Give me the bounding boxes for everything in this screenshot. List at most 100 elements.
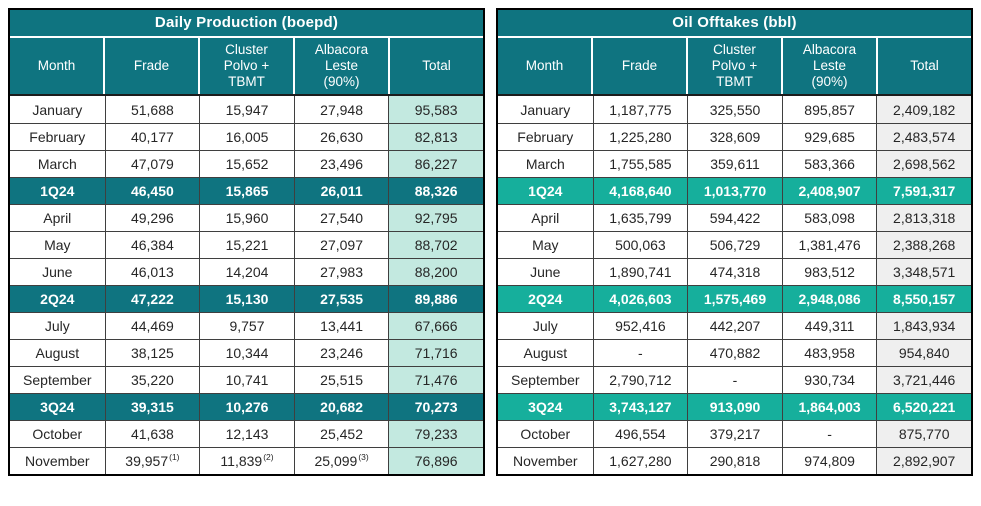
total-cell: 2,483,574 [876,124,971,150]
table-row: April 49,296 15,960 27,540 92,795 [10,204,483,231]
value-cell: 2,408,907 [781,178,877,204]
value-cell: 1,013,770 [687,178,782,204]
column-header-cluster-polvo-tbmt: Cluster Polvo + TBMT [200,38,293,94]
month-cell: May [498,232,593,258]
total-cell: 76,896 [388,448,483,474]
total-cell: 1,843,934 [876,313,971,339]
month-cell: 2Q24 [10,286,105,312]
month-cell: 1Q24 [10,178,105,204]
value-cell: 13,441 [293,313,389,339]
value-cell: 496,554 [592,421,688,447]
column-header-month: Month [10,38,103,94]
quarter-row: 3Q24 39,315 10,276 20,682 70,273 [10,393,483,420]
column-header-cluster-polvo-tbmt: Cluster Polvo + TBMT [688,38,781,94]
value-cell: 25,452 [293,421,389,447]
table-row: January 1,187,775 325,550 895,857 2,409,182 [498,96,971,123]
table-row: February 1,225,280 328,609 929,685 2,483,574 [498,123,971,150]
value-cell: 39,957 (1) [104,448,200,474]
month-cell: November [10,448,105,474]
value-cell: 23,246 [293,340,389,366]
column-header-total: Total [390,38,483,94]
table-row: November 39,957 (1) 11,839 (2) 25,099 (3) 76,89… [10,447,483,474]
total-cell: 2,698,562 [876,151,971,177]
total-cell: 82,813 [388,124,483,150]
total-cell: 67,666 [388,313,483,339]
value-cell: 929,685 [781,124,877,150]
table-header: Month Frade Cluster Polvo + TBMT Albacor… [10,38,483,94]
table-row: June 1,890,741 474,318 983,512 3,348,571 [498,258,971,285]
total-cell: 88,200 [388,259,483,285]
value-cell: 4,026,603 [592,286,688,312]
total-cell: 2,813,318 [876,205,971,231]
value-cell: 26,630 [293,124,389,150]
month-cell: 3Q24 [498,394,593,420]
value-cell: 11,839 (2) [199,448,294,474]
value-cell: 46,450 [104,178,200,204]
value-cell: 1,627,280 [592,448,688,474]
month-cell: April [498,205,593,231]
table-row: May 500,063 506,729 1,381,476 2,388,268 [498,231,971,258]
value-cell: 35,220 [104,367,200,393]
value-cell: 1,755,585 [592,151,688,177]
month-cell: August [498,340,593,366]
value-cell: 1,575,469 [687,286,782,312]
total-cell: 88,702 [388,232,483,258]
value-cell: 3,743,127 [592,394,688,420]
value-cell: 1,890,741 [592,259,688,285]
month-cell: July [10,313,105,339]
value-cell: 290,818 [687,448,782,474]
column-header-frade: Frade [593,38,686,94]
month-cell: August [10,340,105,366]
total-cell: 875,770 [876,421,971,447]
table-row: January 51,688 15,947 27,948 95,583 [10,96,483,123]
value-cell: 1,187,775 [592,96,688,123]
table-row: September 2,790,712-930,734 3,721,446 [498,366,971,393]
table-header: Month Frade Cluster Polvo + TBMT Albacor… [498,38,971,94]
table-row: March 47,079 15,652 23,496 86,227 [10,150,483,177]
month-cell: September [10,367,105,393]
month-cell: January [10,96,105,123]
total-cell: 954,840 [876,340,971,366]
total-cell: 71,476 [388,367,483,393]
daily-production-table: Daily Production (boepd) Month Frade Clu… [8,8,485,476]
value-cell: 27,948 [293,96,389,123]
value-cell: 1,381,476 [781,232,877,258]
table-row: November 1,627,280 290,818 974,809 2,892,907 [498,447,971,474]
quarter-row: 1Q24 46,450 15,865 26,011 88,326 [10,177,483,204]
value-cell: 974,809 [781,448,877,474]
value-cell: 51,688 [104,96,200,123]
total-cell: 95,583 [388,96,483,123]
month-cell: January [498,96,593,123]
column-header-albacora-leste: Albacora Leste (90%) [783,38,876,94]
value-cell: 15,865 [199,178,294,204]
value-cell: 40,177 [104,124,200,150]
column-header-albacora-leste: Albacora Leste (90%) [295,38,388,94]
table-row: February 40,177 16,005 26,630 82,813 [10,123,483,150]
total-cell: 71,716 [388,340,483,366]
table-title: Daily Production (boepd) [10,10,483,38]
value-cell: 500,063 [592,232,688,258]
table-row: June 46,013 14,204 27,983 88,200 [10,258,483,285]
value-cell: 10,276 [199,394,294,420]
total-cell: 86,227 [388,151,483,177]
table-row: October 41,638 12,143 25,452 79,233 [10,420,483,447]
month-cell: June [10,259,105,285]
total-cell: 6,520,221 [876,394,971,420]
value-cell: 49,296 [104,205,200,231]
total-cell: 8,550,157 [876,286,971,312]
column-header-total: Total [878,38,971,94]
value-cell: 14,204 [199,259,294,285]
total-cell: 3,348,571 [876,259,971,285]
value-cell: 46,384 [104,232,200,258]
table-row: April 1,635,799 594,422 583,098 2,813,318 [498,204,971,231]
month-cell: July [498,313,593,339]
page: Daily Production (boepd) Month Frade Clu… [8,8,973,476]
value-cell: 328,609 [687,124,782,150]
month-cell: April [10,205,105,231]
value-cell: 23,496 [293,151,389,177]
month-cell: March [10,151,105,177]
table-row: March 1,755,585 359,611 583,366 2,698,562 [498,150,971,177]
value-cell: 2,948,086 [781,286,877,312]
value-cell: 2,790,712 [592,367,688,393]
table-row: August -470,882 483,958 954,840 [498,339,971,366]
